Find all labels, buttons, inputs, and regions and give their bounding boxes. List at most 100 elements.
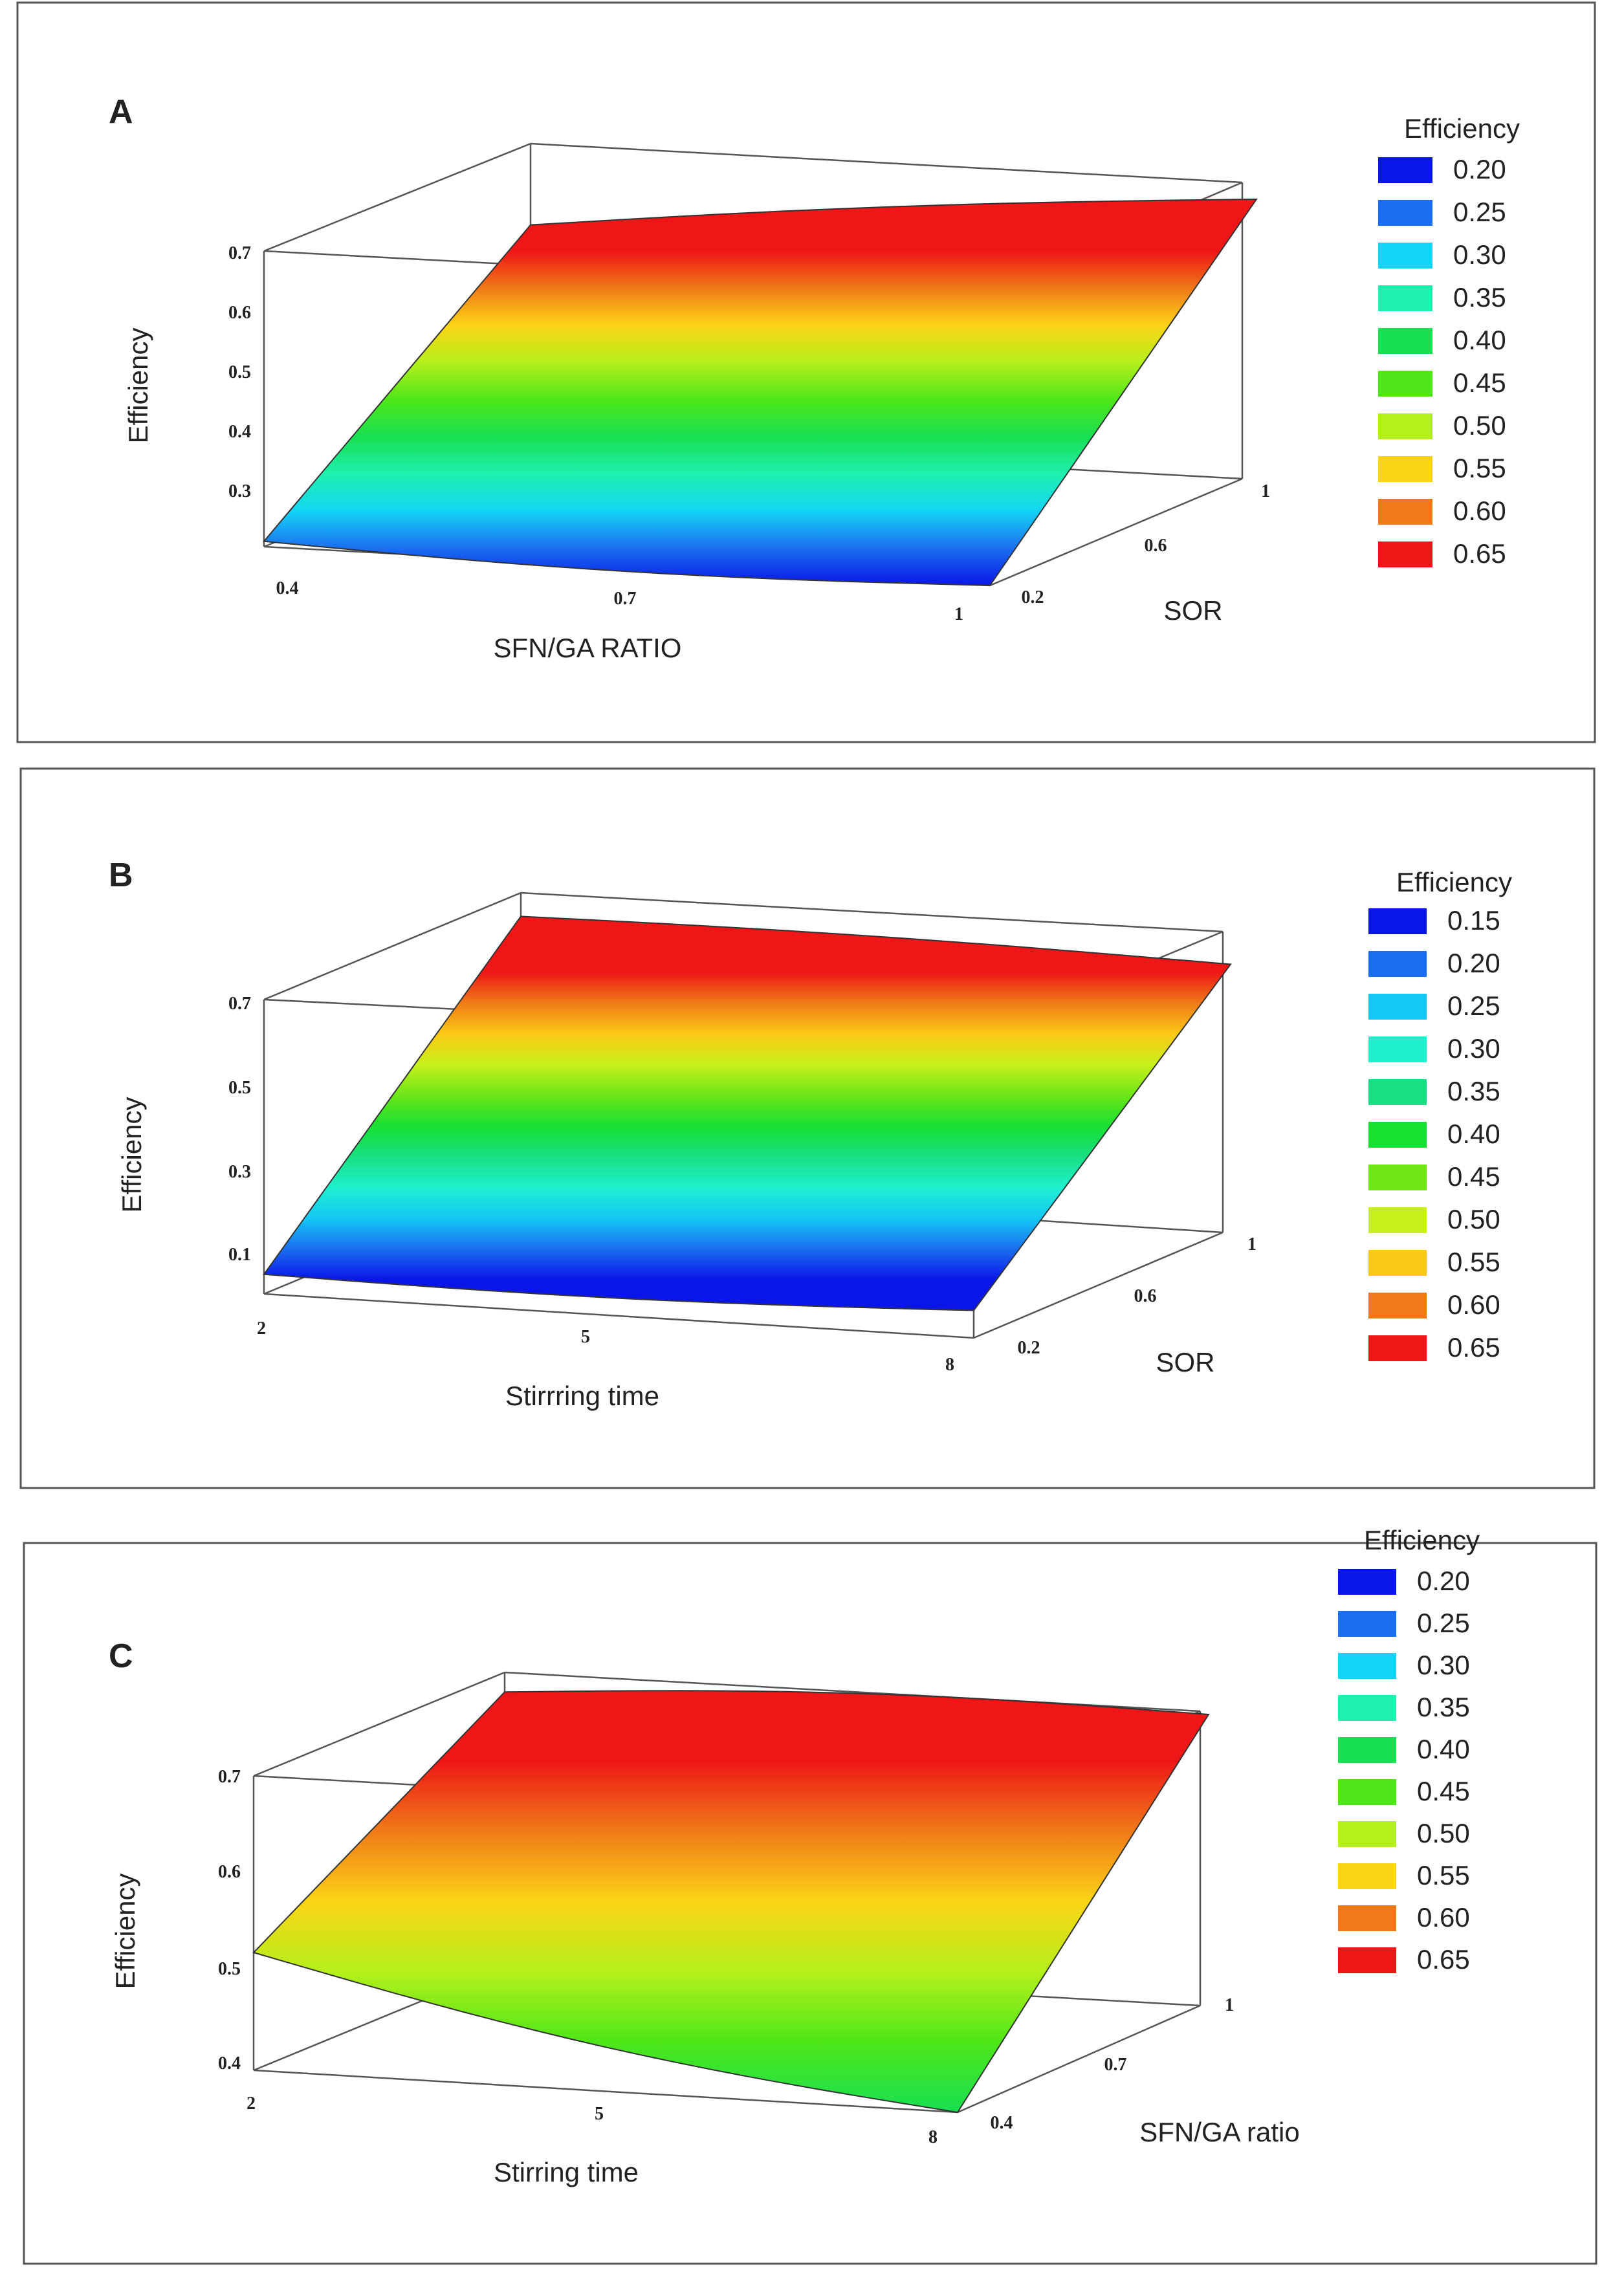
panel-c-z-tick: 0.5 <box>218 1959 241 1979</box>
legend-value: 0.60 <box>1453 496 1506 526</box>
panel-c-legend-title: Efficiency <box>1364 1525 1480 1555</box>
panel-c-x-ticks: 2 5 8 <box>247 2094 938 2147</box>
panel-b-z-axis-label: Efficiency <box>116 1097 147 1213</box>
legend-value: 0.60 <box>1447 1289 1500 1320</box>
panel-c-surface <box>252 1690 1210 2114</box>
panel-a-z-tick: 0.6 <box>228 303 251 323</box>
panel-a-x-tick: 1 <box>954 604 963 624</box>
panel-a-z-tick: 0.3 <box>228 481 251 501</box>
panel-c: C 0.4 0.5 0.6 0.7 2 5 8 0.4 <box>23 1525 1597 2265</box>
panel-c-y-ticks: 0.4 0.7 1 <box>991 1995 1234 2133</box>
legend-value: 0.15 <box>1447 905 1500 936</box>
panel-b-z-tick: 0.5 <box>228 1078 251 1098</box>
legend-swatch <box>1378 285 1432 311</box>
legend-value: 0.55 <box>1453 453 1506 483</box>
panel-a-z-ticks: 0.3 0.4 0.5 0.6 0.7 <box>228 243 251 501</box>
panel-a-legend-title: Efficiency <box>1404 113 1520 144</box>
panel-c-x-tick: 2 <box>247 2094 256 2114</box>
panel-b-legend-items: 0.15 0.20 0.25 0.30 0.35 0.40 0.45 0.50 0.55 0.60… <box>1368 905 1500 1362</box>
panel-a-surface <box>263 198 1258 587</box>
legend-value: 0.20 <box>1417 1566 1470 1596</box>
legend-swatch <box>1378 200 1432 226</box>
panel-b-x-axis-label: Stirrring time <box>505 1381 659 1411</box>
panel-c-y-tick: 0.7 <box>1104 2055 1127 2075</box>
panel-c-z-tick: 0.7 <box>218 1767 241 1787</box>
panel-a-x-tick: 0.7 <box>614 589 637 609</box>
legend-swatch <box>1378 243 1432 268</box>
legend-value: 0.35 <box>1453 282 1506 312</box>
legend-swatch <box>1338 1947 1396 1973</box>
panel-c-z-ticks: 0.4 0.5 0.6 0.7 <box>218 1767 241 2074</box>
legend-swatch <box>1368 994 1427 1020</box>
panel-b-z-tick: 0.3 <box>228 1162 251 1182</box>
panel-b-y-tick: 0.2 <box>1018 1338 1040 1358</box>
panel-b-surface <box>263 915 1232 1311</box>
panel-a-z-tick: 0.7 <box>228 243 251 263</box>
legend-swatch <box>1378 157 1432 183</box>
legend-value: 0.20 <box>1453 154 1506 184</box>
panel-a-y-tick: 0.6 <box>1145 536 1167 556</box>
legend-swatch <box>1368 1079 1427 1105</box>
panel-c-legend-items: 0.20 0.25 0.30 0.35 0.40 0.45 0.50 0.55 0.60 0.65 <box>1338 1566 1470 1975</box>
panel-a-frame <box>16 1 1596 743</box>
legend-swatch <box>1368 908 1427 934</box>
panel-c-y-tick: 1 <box>1225 1995 1234 2015</box>
legend-swatch <box>1368 951 1427 977</box>
legend-value: 0.55 <box>1417 1860 1470 1890</box>
legend-value: 0.40 <box>1447 1119 1500 1149</box>
legend-value: 0.50 <box>1417 1818 1470 1848</box>
legend-swatch <box>1378 499 1432 525</box>
legend-swatch <box>1338 1569 1396 1595</box>
legend-swatch <box>1338 1611 1396 1637</box>
panel-c-x-tick: 8 <box>928 2127 938 2147</box>
legend-swatch <box>1378 371 1432 397</box>
panel-b-z-tick: 0.1 <box>228 1245 251 1265</box>
panel-a-y-tick: 0.2 <box>1022 587 1044 607</box>
legend-value: 0.35 <box>1417 1692 1470 1722</box>
panel-a-legend: Efficiency 0.200.250.300.350.400.450.500… <box>1378 113 1520 569</box>
legend-swatch <box>1338 1863 1396 1889</box>
legend-swatch <box>1368 1335 1427 1361</box>
panel-b-y-ticks: 0.2 0.6 1 <box>1018 1234 1257 1358</box>
legend-swatch <box>1368 1250 1427 1276</box>
panel-c-label: C <box>109 1637 133 1675</box>
panel-b: B 0.1 0.3 0.5 0.7 2 5 8 0.2 <box>19 767 1596 1489</box>
panel-a-legend-items: 0.20 0.25 0.30 0.35 0.40 0.45 0.50 0.55 0.60 0.65 <box>1378 154 1506 569</box>
panel-a-label: A <box>109 93 133 131</box>
legend-swatch <box>1378 456 1432 482</box>
panel-b-z-ticks: 0.1 0.3 0.5 0.7 <box>228 994 251 1265</box>
panel-b-label: B <box>109 857 133 894</box>
legend-swatch <box>1338 1653 1396 1679</box>
legend-value: 0.65 <box>1453 538 1506 569</box>
legend-value: 0.50 <box>1447 1204 1500 1234</box>
legend-swatch <box>1338 1905 1396 1931</box>
panel-c-x-axis-label: Stirring time <box>494 2157 639 2187</box>
panel-b-x-tick: 5 <box>581 1327 590 1347</box>
legend-value: 0.45 <box>1417 1776 1470 1806</box>
panel-b-y-tick: 0.6 <box>1134 1286 1157 1306</box>
legend-swatch <box>1338 1737 1396 1763</box>
panel-b-legend-title: Efficiency <box>1396 867 1512 897</box>
legend-value: 0.45 <box>1447 1161 1500 1192</box>
panel-a-x-ticks: 0.4 0.7 1 <box>276 578 964 624</box>
legend-swatch <box>1338 1821 1396 1847</box>
panel-a-x-axis-label: SFN/GA RATIO <box>494 633 682 663</box>
legend-value: 0.50 <box>1453 410 1506 441</box>
legend-swatch <box>1378 328 1432 354</box>
legend-value: 0.25 <box>1453 197 1506 227</box>
panel-c-legend: Efficiency 0.200.250.300.350.400.450.500… <box>1338 1525 1480 1975</box>
legend-value: 0.65 <box>1447 1332 1500 1362</box>
legend-value: 0.40 <box>1453 325 1506 355</box>
panel-c-y-axis-label: SFN/GA ratio <box>1139 2117 1299 2147</box>
panel-b-legend: Efficiency 0.150.200.250.300.350.400.450… <box>1368 867 1512 1362</box>
legend-value: 0.20 <box>1447 948 1500 978</box>
legend-value: 0.30 <box>1447 1033 1500 1064</box>
panel-a: A 0.3 0.4 0.5 0.6 0.7 0.4 0.7 1 <box>16 1 1596 743</box>
legend-value: 0.40 <box>1417 1734 1470 1764</box>
panel-a-y-tick: 1 <box>1261 481 1270 501</box>
legend-value: 0.65 <box>1417 1944 1470 1975</box>
legend-value: 0.25 <box>1417 1608 1470 1638</box>
legend-value: 0.25 <box>1447 990 1500 1021</box>
legend-swatch <box>1338 1695 1396 1721</box>
panel-b-z-tick: 0.7 <box>228 994 251 1014</box>
